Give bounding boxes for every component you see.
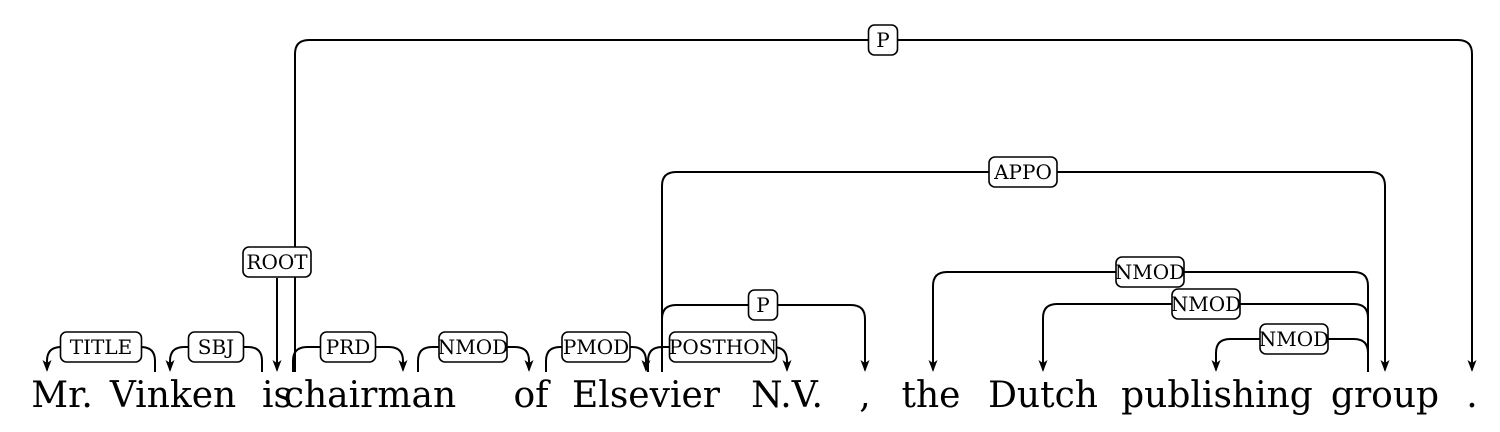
dependency-label: NMOD bbox=[1115, 256, 1185, 288]
dependency-label-text: POSTHON bbox=[669, 335, 777, 359]
arrowhead bbox=[1211, 360, 1221, 372]
arrowhead bbox=[165, 360, 175, 372]
token-word: . bbox=[1466, 375, 1477, 416]
arrowhead bbox=[928, 360, 938, 372]
dependency-label-text: APPO bbox=[993, 160, 1052, 184]
arrowhead bbox=[860, 360, 870, 372]
token-word: chairman bbox=[284, 375, 456, 416]
dependency-label: PMOD bbox=[561, 331, 631, 363]
dependency-label-text: NMOD bbox=[1115, 260, 1185, 284]
dependency-label: NMOD bbox=[1171, 288, 1241, 320]
token-word: Vinken bbox=[109, 375, 236, 416]
dependency-label: SBJ bbox=[187, 331, 245, 363]
dependency-label-text: NMOD bbox=[1171, 292, 1241, 316]
token-word: is bbox=[262, 375, 292, 416]
dependency-label: P bbox=[867, 24, 899, 56]
arrowhead bbox=[524, 360, 534, 372]
dependency-label-text: ROOT bbox=[246, 250, 308, 274]
token-word: Elsevier bbox=[572, 375, 721, 416]
arrowhead bbox=[1038, 360, 1048, 372]
dependency-label: P bbox=[747, 289, 779, 321]
token-word: publishing bbox=[1121, 375, 1313, 416]
dependency-label-text: NMOD bbox=[1259, 327, 1329, 351]
dependency-label: POSTHON bbox=[668, 331, 778, 363]
dependency-label-text: SBJ bbox=[198, 335, 234, 359]
dependency-label: ROOT bbox=[242, 246, 312, 278]
token-word: the bbox=[902, 375, 961, 416]
dependency-label: TITLE bbox=[59, 331, 143, 363]
arrowhead bbox=[1380, 360, 1390, 372]
arrowhead bbox=[42, 360, 52, 372]
arrowhead bbox=[398, 360, 408, 372]
dependency-label-text: P bbox=[756, 293, 769, 317]
token-word: N.V. bbox=[751, 375, 823, 416]
token-word: Mr. bbox=[31, 375, 93, 416]
dependency-label-text: PRD bbox=[326, 335, 371, 359]
arrowhead bbox=[782, 360, 792, 372]
dependency-label-text: PMOD bbox=[563, 335, 629, 359]
dependency-arc bbox=[294, 39, 1473, 372]
dependency-label-text: P bbox=[876, 28, 889, 52]
dependency-label: NMOD bbox=[438, 331, 508, 363]
dependency-label-text: NMOD bbox=[438, 335, 508, 359]
dependency-label: NMOD bbox=[1259, 323, 1329, 355]
token-word: , bbox=[859, 375, 870, 416]
token-word: Dutch bbox=[988, 375, 1098, 416]
token-word: group bbox=[1331, 375, 1439, 416]
token-word: of bbox=[514, 375, 552, 416]
dependency-label: PRD bbox=[319, 331, 377, 363]
dependency-label-text: TITLE bbox=[70, 335, 132, 359]
arrowhead bbox=[272, 360, 282, 372]
arrowhead bbox=[1467, 360, 1477, 372]
dependency-label: APPO bbox=[988, 156, 1058, 188]
